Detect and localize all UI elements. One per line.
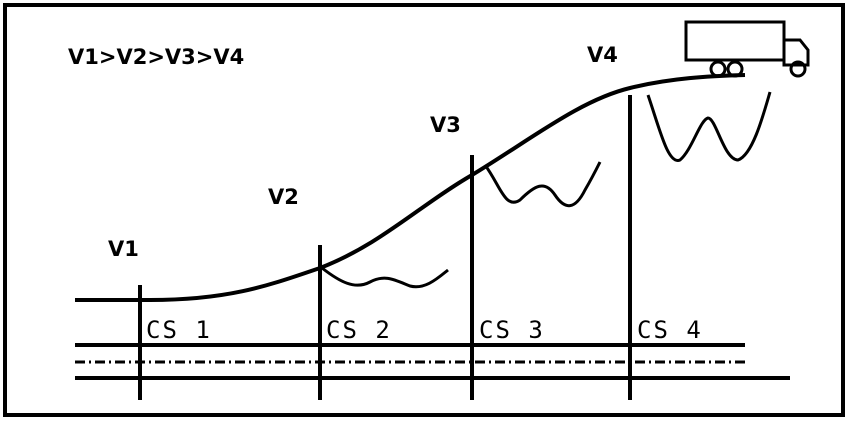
velocity-label: V2 — [268, 185, 299, 209]
frame — [3, 3, 845, 417]
section-label: CS 1 — [146, 316, 212, 344]
section-label: CS 2 — [326, 316, 392, 344]
velocity-label: V3 — [430, 113, 461, 137]
wave — [646, 91, 772, 162]
profile-curve — [75, 73, 746, 302]
truck — [684, 20, 810, 78]
section-label: CS 3 — [479, 316, 545, 344]
wave — [321, 266, 449, 289]
section-label: CS 4 — [637, 316, 703, 344]
velocity-order: V1>V2>V3>V4 — [68, 45, 244, 69]
wave — [483, 161, 602, 208]
velocity-label: V1 — [108, 237, 139, 261]
velocity-label: V4 — [587, 43, 618, 67]
